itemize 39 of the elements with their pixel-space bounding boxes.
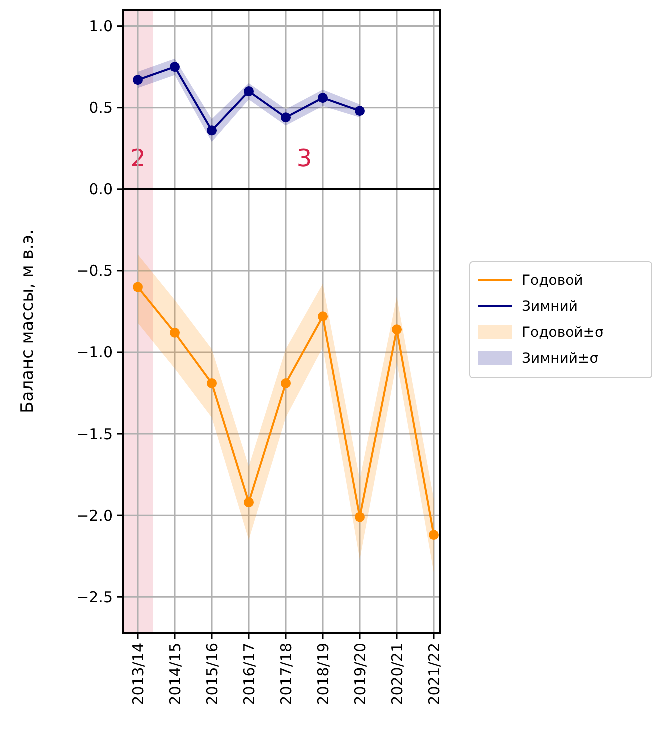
y-tick-label: −1.0 [76, 344, 113, 362]
point [207, 378, 217, 388]
point [170, 62, 180, 72]
legend-label: Зимний [522, 298, 578, 315]
y-tick-label: −1.5 [76, 425, 113, 444]
point [355, 512, 365, 522]
y-tick-label: 0.0 [89, 180, 113, 199]
x-tick-label: 2017/18 [277, 643, 296, 706]
point [207, 126, 217, 136]
text: Годовой±σ [522, 324, 604, 341]
point [429, 530, 439, 540]
y-tick-label: −2.5 [76, 588, 113, 606]
x-tick-label: 2016/17 [240, 643, 258, 706]
y-axis-title: Баланс массы, м в.э. [18, 230, 38, 414]
x-tick-label: 2015/16 [203, 643, 222, 706]
point [392, 324, 402, 335]
point [318, 312, 328, 322]
point [355, 106, 365, 116]
point [133, 282, 143, 292]
y-tick-label: 0.5 [89, 99, 113, 118]
x-tick-label: 2018/19 [314, 643, 332, 706]
point [318, 93, 328, 104]
point [244, 498, 254, 508]
y-tick-label: 1.0 [89, 18, 113, 36]
point [133, 75, 143, 86]
point [281, 378, 291, 388]
text: Зимний±σ [522, 350, 599, 367]
x-tick-label: 2020/21 [388, 643, 406, 706]
point [170, 328, 180, 338]
x-tick-label: 2014/15 [166, 643, 184, 706]
point [281, 112, 291, 123]
y-tick-label: −0.5 [76, 262, 113, 280]
x-tick-label: 2013/14 [129, 643, 148, 706]
point [244, 86, 254, 97]
x-tick-label: 2021/22 [425, 643, 444, 706]
annotation: 3 [296, 144, 312, 173]
x-tick-label: 2019/20 [351, 643, 370, 706]
y-tick-label: −2.0 [76, 506, 113, 525]
legend-label: Годовой [522, 272, 584, 289]
